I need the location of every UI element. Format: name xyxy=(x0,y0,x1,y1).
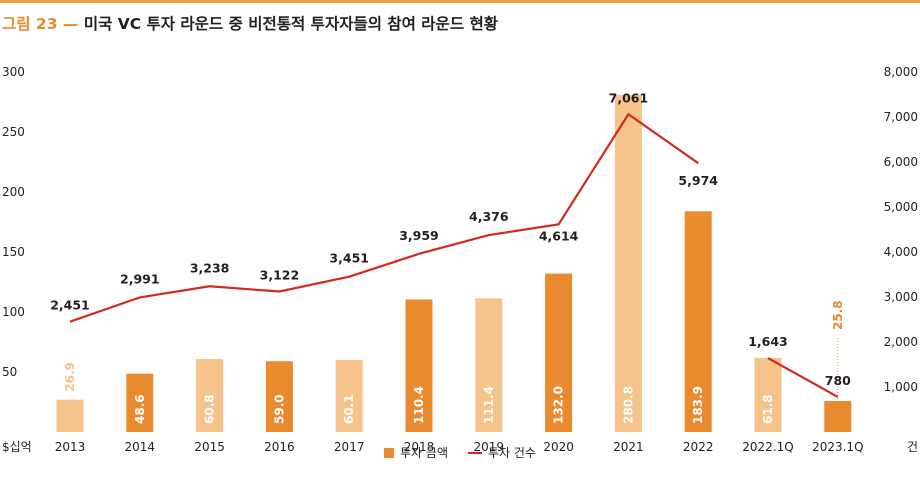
x-tick-label: 2022.1Q xyxy=(742,440,793,454)
legend-item-bar: 투자 금액 xyxy=(384,444,448,461)
bar xyxy=(684,211,712,432)
line-value-label: 3,122 xyxy=(260,268,300,283)
x-tick-label: 2016 xyxy=(264,440,295,454)
x-tick-label: 2017 xyxy=(334,440,365,454)
line-value-label: 1,643 xyxy=(748,334,788,349)
bar-value-label: 183.9 xyxy=(691,386,705,424)
line-value-label: 3,238 xyxy=(190,260,230,275)
y-left-tick-label: 50 xyxy=(2,365,17,379)
y-left-unit: $십억 xyxy=(2,440,32,454)
bar-value-label: 280.8 xyxy=(621,386,635,424)
y-right-tick-label: 5,000 xyxy=(884,200,918,214)
bar-value-label: 132.0 xyxy=(552,386,566,424)
bar-value-label: 111.4 xyxy=(482,386,496,424)
y-right-tick-label: 8,000 xyxy=(884,65,918,79)
bar xyxy=(196,359,224,432)
y-right-tick-label: 7,000 xyxy=(884,110,918,124)
y-right-tick-label: 1,000 xyxy=(884,380,918,394)
bar-value-label: 26.9 xyxy=(63,362,77,392)
figure-number: 그림 23 xyxy=(2,15,58,33)
bar-value-label: 59.0 xyxy=(272,394,286,424)
y-left-tick-label: 200 xyxy=(2,185,25,199)
bar-value-label: 25.8 xyxy=(831,300,845,330)
bar-value-label: 61.8 xyxy=(761,394,775,424)
bar xyxy=(754,357,782,432)
x-tick-label: 2021 xyxy=(613,440,644,454)
x-tick-label: 2014 xyxy=(125,440,156,454)
chart-legend: 투자 금액 투자 건수 xyxy=(0,444,920,461)
legend-item-line: 투자 건수 xyxy=(468,444,536,461)
x-tick-label: 2015 xyxy=(194,440,225,454)
x-tick-label: 2019 xyxy=(474,440,505,454)
line-value-label: 5,974 xyxy=(678,173,718,188)
bar xyxy=(335,359,363,432)
bar-value-label: 110.4 xyxy=(412,386,426,424)
y-left-tick-label: 150 xyxy=(2,245,25,259)
bar xyxy=(824,401,852,432)
line-series-quarterly xyxy=(767,357,839,398)
line-value-label: 3,959 xyxy=(399,228,439,243)
legend-label-bar: 투자 금액 xyxy=(400,446,448,460)
line-value-label: 780 xyxy=(825,373,851,388)
line-value-label: 4,614 xyxy=(539,228,579,243)
x-tick-label: 2020 xyxy=(543,440,574,454)
y-right-unit: 건 xyxy=(907,440,918,454)
legend-swatch-bar xyxy=(384,447,395,458)
line-value-label: 2,991 xyxy=(120,271,160,286)
x-tick-label: 2023.1Q xyxy=(812,440,863,454)
line-value-label: 3,451 xyxy=(329,251,369,266)
bar-value-label: 48.6 xyxy=(133,394,147,424)
bar xyxy=(545,273,573,432)
figure-dash: — xyxy=(62,15,79,33)
bar xyxy=(405,299,433,432)
line-value-label: 7,061 xyxy=(609,90,649,105)
line-value-label: 2,451 xyxy=(50,298,90,313)
bar-value-label: 60.8 xyxy=(203,394,217,424)
y-right-tick-label: 3,000 xyxy=(884,290,918,304)
y-right-tick-label: 4,000 xyxy=(884,245,918,259)
y-left-tick-label: 100 xyxy=(2,305,25,319)
bar xyxy=(614,95,642,432)
legend-swatch-line xyxy=(468,451,482,454)
bar xyxy=(126,373,154,432)
y-left-tick-label: 250 xyxy=(2,125,25,139)
bar xyxy=(56,399,84,432)
legend-label-line: 투자 건수 xyxy=(488,446,536,460)
y-right-tick-label: 6,000 xyxy=(884,155,918,169)
bar xyxy=(265,361,293,432)
bar-value-label: 60.1 xyxy=(342,394,356,424)
x-tick-label: 2022 xyxy=(683,440,714,454)
line-series-annual xyxy=(69,112,699,323)
x-tick-label: 2018 xyxy=(404,440,435,454)
y-right-tick-label: 2,000 xyxy=(884,335,918,349)
line-value-label: 4,376 xyxy=(469,209,509,224)
x-tick-label: 2013 xyxy=(55,440,86,454)
top-rule xyxy=(0,0,920,3)
bar xyxy=(475,298,503,432)
figure-title: 그림 23 — 미국 VC 투자 라운드 중 비전통적 투자자들의 참여 라운드… xyxy=(2,12,498,34)
y-left-tick-label: 300 xyxy=(2,65,25,79)
figure-title-text: 미국 VC 투자 라운드 중 비전통적 투자자들의 참여 라운드 현황 xyxy=(83,15,498,33)
